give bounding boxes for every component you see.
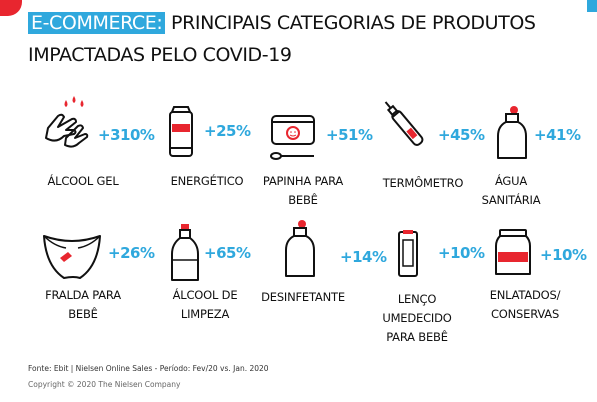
item-papinha: +51% PAPINHA PARA BEBÊ xyxy=(263,92,386,212)
preserve-jar-icon xyxy=(495,229,531,275)
title-line2: IMPACTADAS PELO COVID-19 xyxy=(28,44,292,66)
footer-source: Fonte: Ebit | Nielsen Online Sales - Per… xyxy=(28,364,269,373)
item-percentage: +14% xyxy=(340,248,387,266)
page-title: E-COMMERCE: PRINCIPAIS CATEGORIAS DE PRO… xyxy=(28,10,536,69)
title-line1: PRINCIPAIS CATEGORIAS DE PRODUTOS xyxy=(165,12,536,34)
hand-sanitizer-drops-icon xyxy=(45,96,89,148)
corner-strip xyxy=(587,0,597,12)
item-percentage: +310% xyxy=(98,126,155,144)
item-label: ÁGUA SANITÁRIA xyxy=(481,174,541,207)
item-label: PAPINHA PARA BEBÊ xyxy=(262,174,344,207)
title-highlight: E-COMMERCE: xyxy=(28,12,166,34)
item-percentage: +10% xyxy=(540,246,587,264)
item-energetico: +25% ENERGÉTICO xyxy=(162,92,280,212)
item-percentage: +10% xyxy=(438,244,485,262)
item-label: ÁLCOOL GEL xyxy=(47,174,119,188)
bleach-bottle-icon xyxy=(497,106,527,159)
item-label: LENÇO UMEDECIDO PARA BEBÊ xyxy=(382,292,452,344)
item-label: TERMÔMETRO xyxy=(382,176,464,190)
item-label: ÁLCOOL DE LIMPEZA xyxy=(172,288,238,321)
disinfectant-bottle-icon xyxy=(285,220,315,277)
item-fralda: +26% FRALDA PARA BEBÊ xyxy=(36,228,155,348)
item-agua-sanitaria: +41% ÁGUA SANITÁRIA xyxy=(482,92,597,212)
item-desinfetante: +14% DESINFETANTE xyxy=(261,218,400,338)
diaper-icon xyxy=(43,235,101,279)
item-percentage: +51% xyxy=(326,126,373,144)
footer-copyright: Copyright © 2020 The Nielsen Company xyxy=(28,380,181,389)
wet-wipes-icon xyxy=(398,230,418,277)
item-label: ENLATADOS/ CONSERVAS xyxy=(489,288,561,321)
item-lenco: +10% LENÇO UMEDECIDO PARA BEBÊ xyxy=(382,226,512,346)
item-percentage: +65% xyxy=(204,244,251,262)
item-label: ENERGÉTICO xyxy=(170,174,244,188)
item-label: FRALDA PARA BEBÊ xyxy=(45,288,121,321)
baby-food-jar-icon xyxy=(270,115,315,160)
item-alcool-limpeza: +65% ÁLCOOL DE LIMPEZA xyxy=(162,222,280,342)
item-percentage: +25% xyxy=(204,122,251,140)
item-percentage: +45% xyxy=(438,126,485,144)
item-percentage: +26% xyxy=(108,244,155,262)
alcohol-bottle-icon xyxy=(171,224,199,281)
item-percentage: +41% xyxy=(534,126,581,144)
thermometer-icon xyxy=(384,101,424,146)
energy-can-icon xyxy=(169,106,193,157)
item-alcool-gel: +310% ÁLCOOL GEL xyxy=(36,92,155,212)
corner-badge xyxy=(0,0,22,16)
item-label: DESINFETANTE xyxy=(261,290,345,304)
item-enlatados: +10% ENLATADOS/ CONSERVAS xyxy=(490,228,597,348)
item-termometro: +45% TERMÔMETRO xyxy=(382,92,500,212)
